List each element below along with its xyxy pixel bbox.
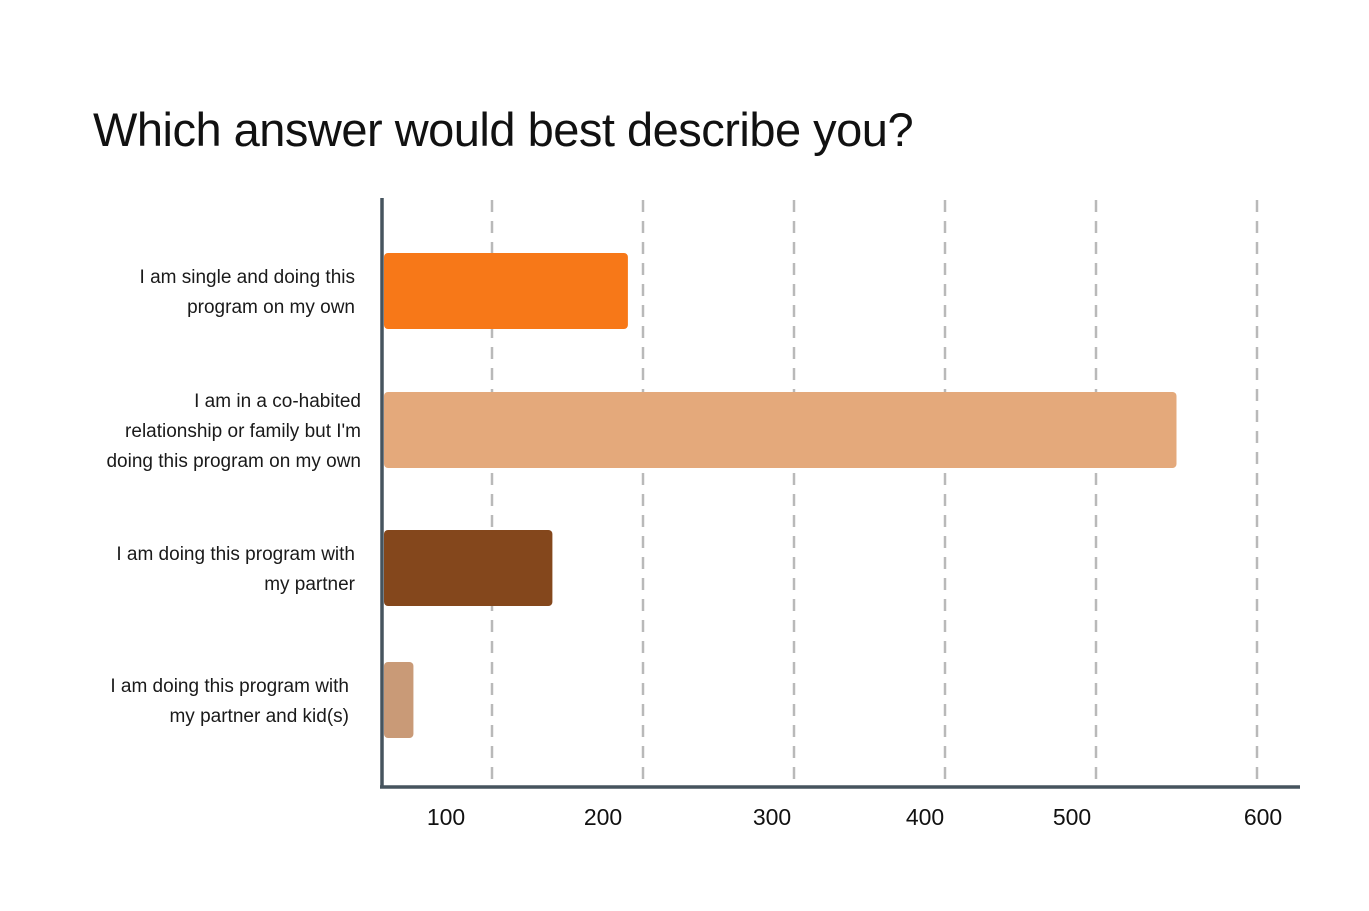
category-label-line: I am single and doing this [140, 267, 355, 288]
bar-1 [384, 253, 628, 329]
category-label-1: I am single and doing this program on my … [140, 267, 355, 318]
category-label-line: my partner [264, 574, 355, 595]
x-tick-label-100: 100 [427, 804, 465, 830]
x-tick-label-600: 600 [1244, 804, 1282, 830]
category-label-line: I am doing this program with [110, 676, 349, 697]
category-label-2: I am in a co-habited relationship or fami… [106, 391, 361, 472]
category-label-line: relationship or family but I'm [125, 421, 361, 442]
category-label-line: I am in a co-habited [194, 391, 361, 412]
category-label-4: I am doing this program with my partner a… [110, 676, 349, 727]
chart-title: Which answer would best describe you? [93, 103, 914, 156]
bar-4 [384, 662, 414, 738]
category-label-line: my partner and kid(s) [169, 706, 349, 727]
category-label-line: doing this program on my own [106, 451, 361, 472]
x-tick-label-400: 400 [906, 804, 944, 830]
x-tick-label-200: 200 [584, 804, 622, 830]
x-tick-label-300: 300 [753, 804, 791, 830]
category-label-line: program on my own [187, 297, 355, 318]
category-label-3: I am doing this program with my partner [116, 544, 355, 595]
bar-2 [384, 392, 1177, 468]
x-tick-label-500: 500 [1053, 804, 1091, 830]
bar-3 [384, 530, 553, 606]
category-label-line: I am doing this program with [116, 544, 355, 565]
